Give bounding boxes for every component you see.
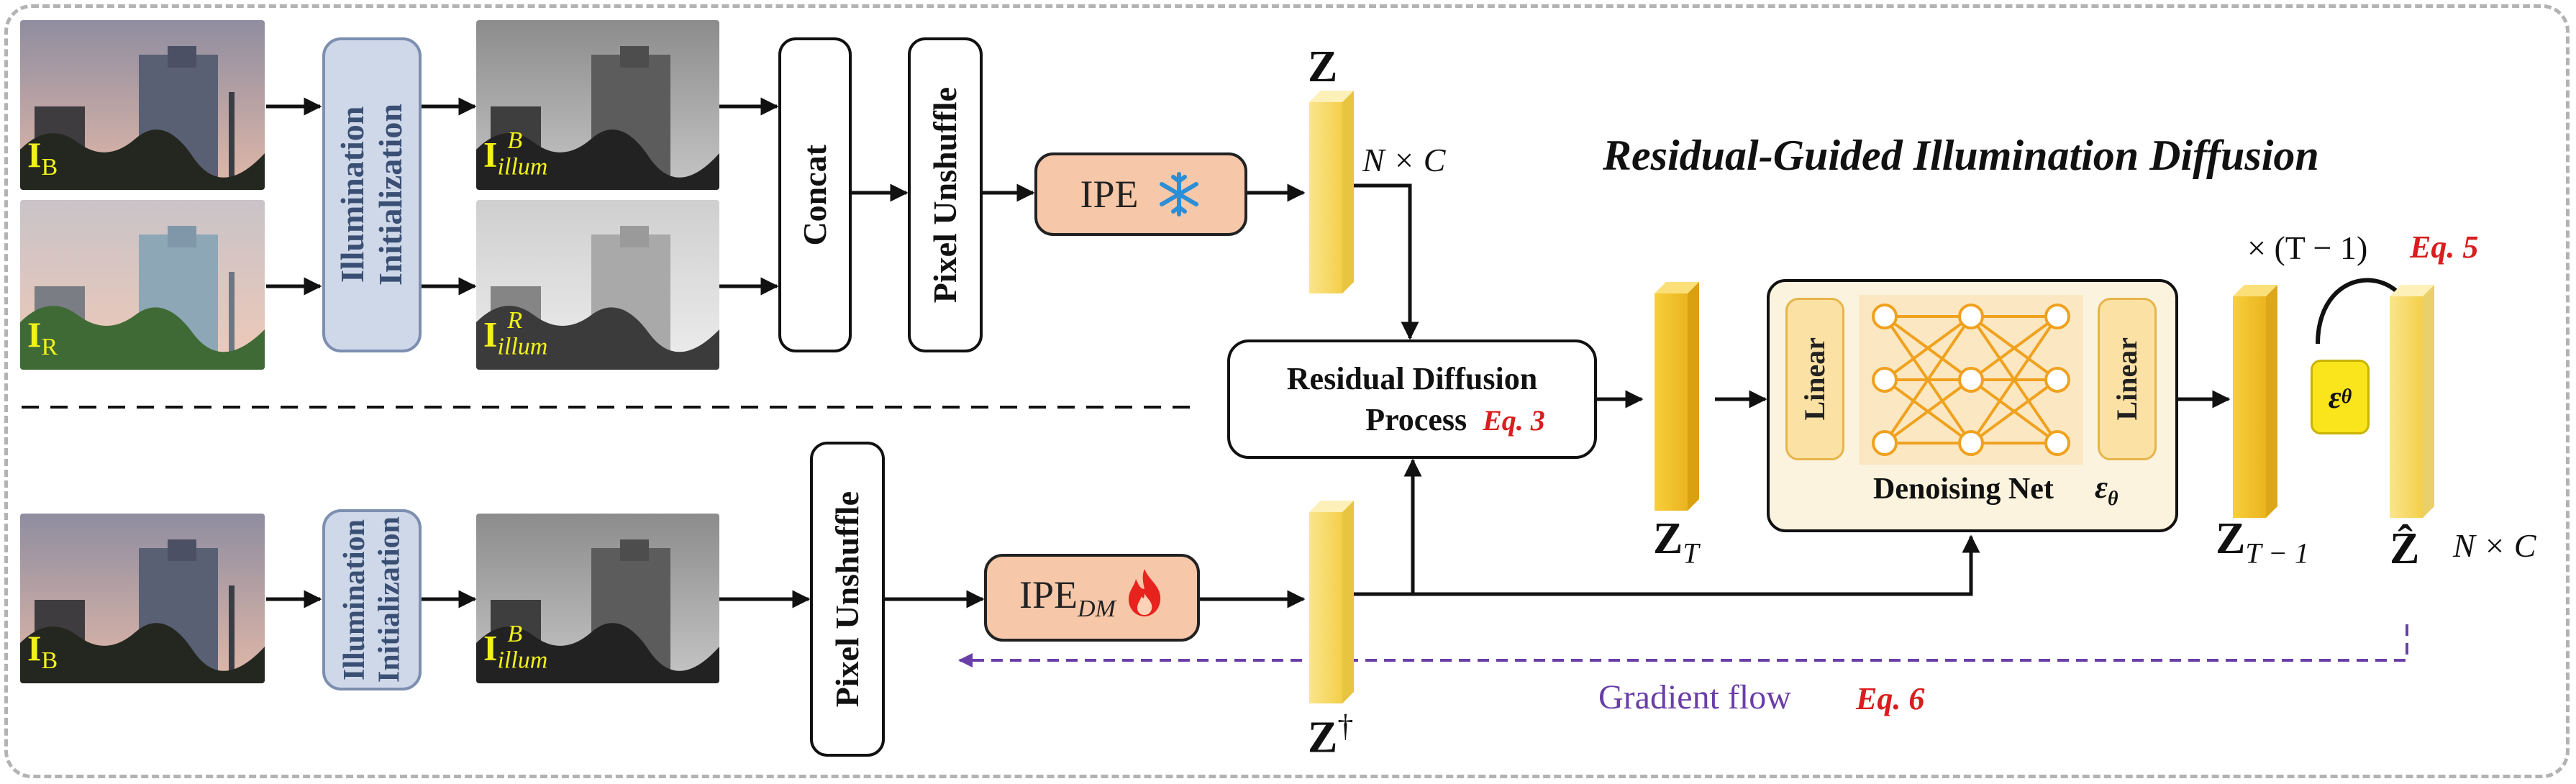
pixel-unshuffle-block-bottom: Pixel Unshuffle [810, 442, 885, 757]
block-label: Linear [2111, 337, 2143, 421]
input-image-B-bottom: IB [20, 514, 265, 683]
feature-z [1309, 91, 1354, 293]
block-label: Illumination Initialization [334, 104, 409, 286]
dimension-label-output: N × C [2453, 527, 2536, 564]
block-label: Pixel Unshuffle [926, 86, 963, 304]
feature-z-dagger [1309, 501, 1354, 703]
concat-block: Concat [778, 37, 852, 352]
outer-frame [4, 4, 2570, 778]
gradient-equation-ref: Eq. 6 [1856, 681, 1925, 716]
block-label: Concat [796, 144, 833, 246]
grayscale-photo [476, 200, 719, 370]
image-label: IillumR [483, 307, 548, 360]
linear-layer-out: Linear [2098, 298, 2157, 460]
fire-icon [1128, 569, 1161, 616]
epsilon-label: εθ [2095, 470, 2118, 510]
latent-z-T1-label: ZT − 1 [2216, 514, 2309, 570]
block-label: Linear [1798, 337, 1831, 421]
gradient-flow-label: Gradient flow [1598, 678, 1791, 716]
latent-z-hat-label: Ẑ [2390, 524, 2420, 573]
block-label: Illumination Initialization [337, 516, 406, 683]
pixel-unshuffle-block: Pixel Unshuffle [908, 37, 983, 352]
arrow [1354, 534, 1980, 596]
equation-ref: Eq. 3 [1483, 404, 1545, 437]
illumination-initialization-block-bottom: Illumination Initialization [322, 509, 422, 690]
illumination-initialization-block: Illumination Initialization [322, 37, 422, 352]
image-label: IillumB [483, 621, 548, 674]
block-label-line2: Process Eq. 3 [1365, 402, 1545, 438]
loop-equation-ref: Eq. 5 [2410, 229, 2479, 265]
block-label: Pixel Unshuffle [828, 491, 865, 708]
grayscale-photo [476, 514, 719, 683]
arrow [1354, 183, 1419, 340]
feature-z-T [1655, 282, 1699, 511]
linear-layer-in: Linear [1785, 298, 1844, 460]
feature-z-T1 [2233, 285, 2277, 518]
city-photo [20, 20, 265, 190]
block-label: IPEDM [1019, 573, 1116, 622]
input-image-R: IR [20, 200, 265, 370]
image-label: IB [27, 135, 58, 181]
illum-image-R: IillumR [476, 200, 719, 370]
grayscale-photo [476, 20, 719, 190]
block-label: IPE [1080, 173, 1139, 216]
latent-z-dagger-label: Z† [1308, 708, 1354, 762]
gradient-flow-arrow [958, 624, 2408, 667]
snowflake-icon [1159, 172, 1198, 216]
block-label-line1: Residual Diffusion [1286, 361, 1538, 396]
image-label: IB [27, 628, 58, 674]
input-image-B: IB [20, 20, 265, 190]
ipe-dm-block: IPEDM [984, 554, 1200, 642]
diagram-title: Residual-Guided Illumination Diffusion [1603, 132, 2319, 179]
loop-count-label: × (T − 1) [2247, 229, 2368, 266]
ipe-block: IPE [1034, 152, 1247, 236]
illum-image-B: IillumB [476, 20, 719, 190]
illum-image-B-bottom: IillumB [476, 514, 719, 683]
residual-diffusion-process-block: Residual Diffusion Process Eq. 3 [1227, 339, 1597, 459]
latent-z-label: Z [1308, 42, 1338, 91]
denoising-net-label: Denoising Net [1873, 473, 2054, 506]
latent-z-T-label: ZT [1653, 514, 1699, 570]
feature-z-hat [2390, 285, 2434, 518]
dimension-label: N × C [1362, 142, 1446, 178]
image-label: IR [27, 314, 58, 360]
image-label: IillumB [483, 127, 548, 181]
neural-network-graph [1859, 295, 2083, 465]
city-photo [20, 514, 265, 683]
city-photo [20, 200, 265, 370]
